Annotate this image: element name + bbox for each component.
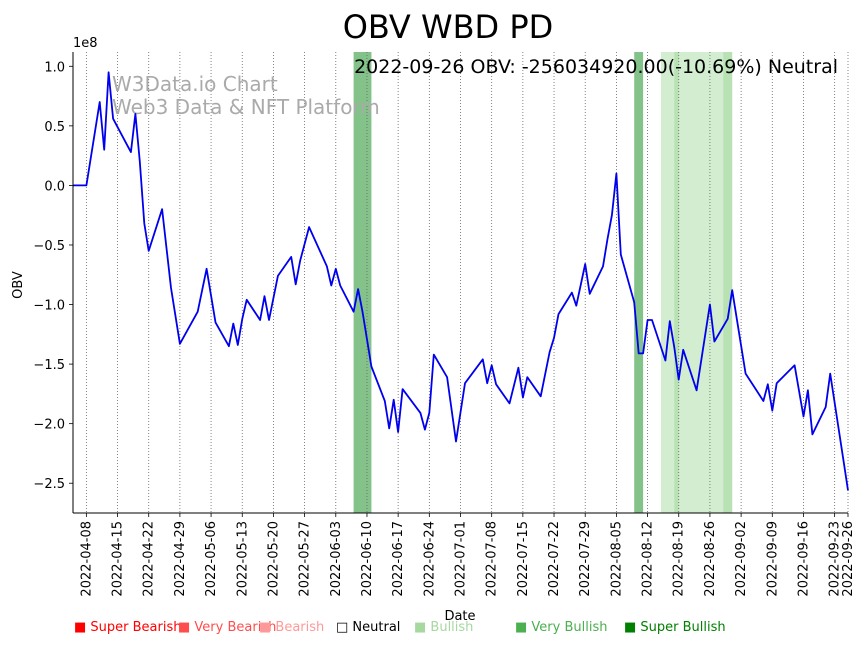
chart-title: OBV WBD PD (343, 8, 554, 46)
x-tick-label-14: 2022-07-15 (516, 521, 531, 597)
watermark-line-1: W3Data.io Chart (112, 72, 278, 96)
y-axis-label: OBV (11, 271, 26, 299)
y-tick-label-2: 0.0 (44, 179, 65, 194)
x-tick-label-0: 2022-04-08 (79, 521, 94, 597)
x-tick-label-18: 2022-08-12 (641, 521, 656, 597)
legend-item-0: ■ Super Bearish (74, 620, 182, 635)
y-tick-label-3: −0.5 (33, 239, 65, 254)
x-tick-label-10: 2022-06-17 (391, 521, 406, 597)
shaded-region-0 (353, 52, 372, 513)
x-tick-label-24: 2022-09-23 (828, 521, 843, 597)
shaded-region-4 (723, 52, 733, 513)
x-tick-label-5: 2022-05-13 (235, 521, 250, 597)
x-axis-label: Date (444, 609, 475, 624)
shaded-region-1 (634, 52, 644, 513)
y-tick-label-6: −2.0 (33, 418, 65, 433)
x-tick-label-7: 2022-05-27 (298, 521, 313, 597)
x-tick-label-17: 2022-08-05 (609, 521, 624, 597)
x-tick-label-1: 2022-04-15 (111, 521, 126, 597)
x-tick-label-9: 2022-06-10 (360, 521, 375, 597)
obv-series-line (73, 71, 849, 491)
x-tick-label-8: 2022-06-03 (329, 521, 344, 597)
y-tick-label-1: 0.5 (44, 120, 65, 135)
legend-item-3: □ Neutral (336, 620, 401, 635)
x-tick-label-22: 2022-09-09 (765, 521, 780, 597)
chart-legend: ■ Super Bearish ■ Very Bearish ■ Bearish □ … (74, 620, 864, 638)
legend-item-6: ■ Super Bullish (624, 620, 726, 635)
x-tick-label-25: 2022-09-26 (841, 521, 856, 597)
x-tick-label-2: 2022-04-22 (142, 521, 157, 597)
x-tick-label-15: 2022-07-22 (547, 521, 562, 597)
x-tick-label-19: 2022-08-19 (672, 521, 687, 597)
y-tick-label-4: −1.0 (33, 299, 65, 314)
legend-item-1: ■ Very Bearish (178, 620, 277, 635)
x-tick-label-23: 2022-09-16 (796, 521, 811, 597)
y-tick-label-7: −2.5 (33, 477, 65, 492)
x-tick-label-13: 2022-07-08 (485, 521, 500, 597)
x-tick-label-12: 2022-07-01 (454, 521, 469, 597)
legend-item-4: ■ Bullish (414, 620, 474, 635)
legend-item-5: ■ Very Bullish (515, 620, 608, 635)
y-tick-label-5: −1.5 (33, 358, 65, 373)
shaded-region-3 (674, 52, 679, 513)
x-tick-label-16: 2022-07-29 (578, 521, 593, 597)
shaded-region-2 (660, 52, 733, 513)
x-tick-label-6: 2022-05-20 (266, 521, 281, 597)
legend-item-2: ■ Bearish (259, 620, 325, 635)
x-tick-label-3: 2022-04-29 (173, 521, 188, 597)
y-tick-label-0: 1.0 (44, 60, 65, 75)
x-tick-label-11: 2022-06-24 (422, 521, 437, 597)
x-tick-label-21: 2022-09-02 (734, 521, 749, 597)
watermark-line-2: Web3 Data & NFT Platform (112, 95, 380, 119)
x-tick-label-4: 2022-05-06 (204, 521, 219, 597)
y-multiplier-label: 1e8 (73, 36, 98, 51)
x-tick-label-20: 2022-08-26 (703, 521, 718, 597)
chart-annotation: 2022-09-26 OBV: -256034920.00(-10.69%) N… (354, 56, 838, 78)
